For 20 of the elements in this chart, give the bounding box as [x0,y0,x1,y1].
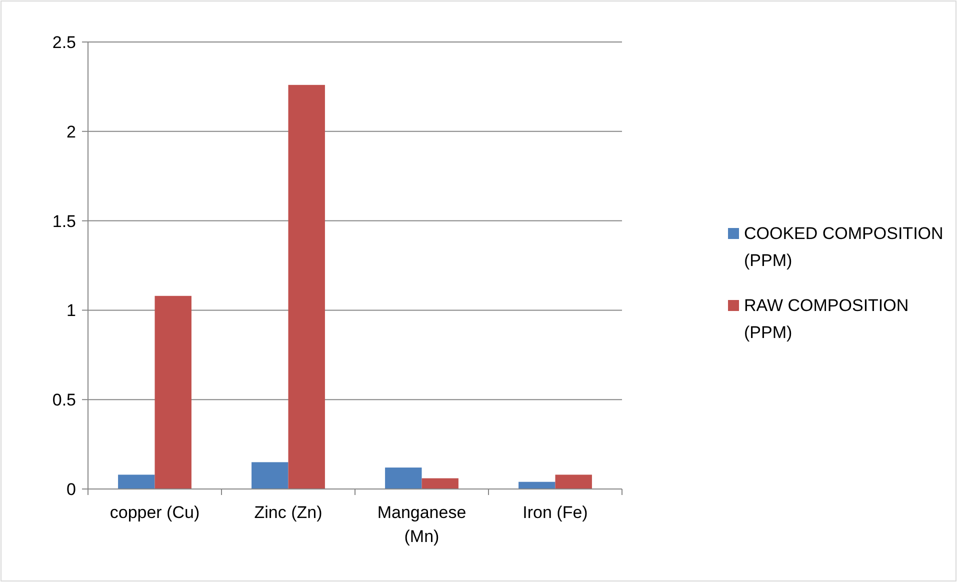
bar [154,296,192,489]
y-tick-label: 1.5 [52,212,76,231]
x-tick-label: Zinc (Zn) [254,503,322,522]
x-tick-label: copper (Cu) [110,503,200,522]
bar [252,462,288,489]
bar [385,468,422,489]
y-tick-label: 2.5 [52,32,76,52]
bar [518,482,556,489]
bar [118,474,155,489]
x-tick-label: Manganese (Mn) [377,503,466,546]
y-tick-label: 2 [66,122,76,142]
legend-label: RAW COMPOSITION (PPM) [744,296,909,342]
x-tick-label: Iron (Fe) [522,503,588,522]
legend-label: COOKED COMPOSITION (PPM) [744,224,944,270]
y-tick-label: 0 [66,480,76,499]
y-tick-label: 0.5 [52,390,76,410]
bar [422,478,458,489]
bar [555,474,592,489]
y-tick-label: 1 [66,301,76,320]
bar [288,84,325,489]
